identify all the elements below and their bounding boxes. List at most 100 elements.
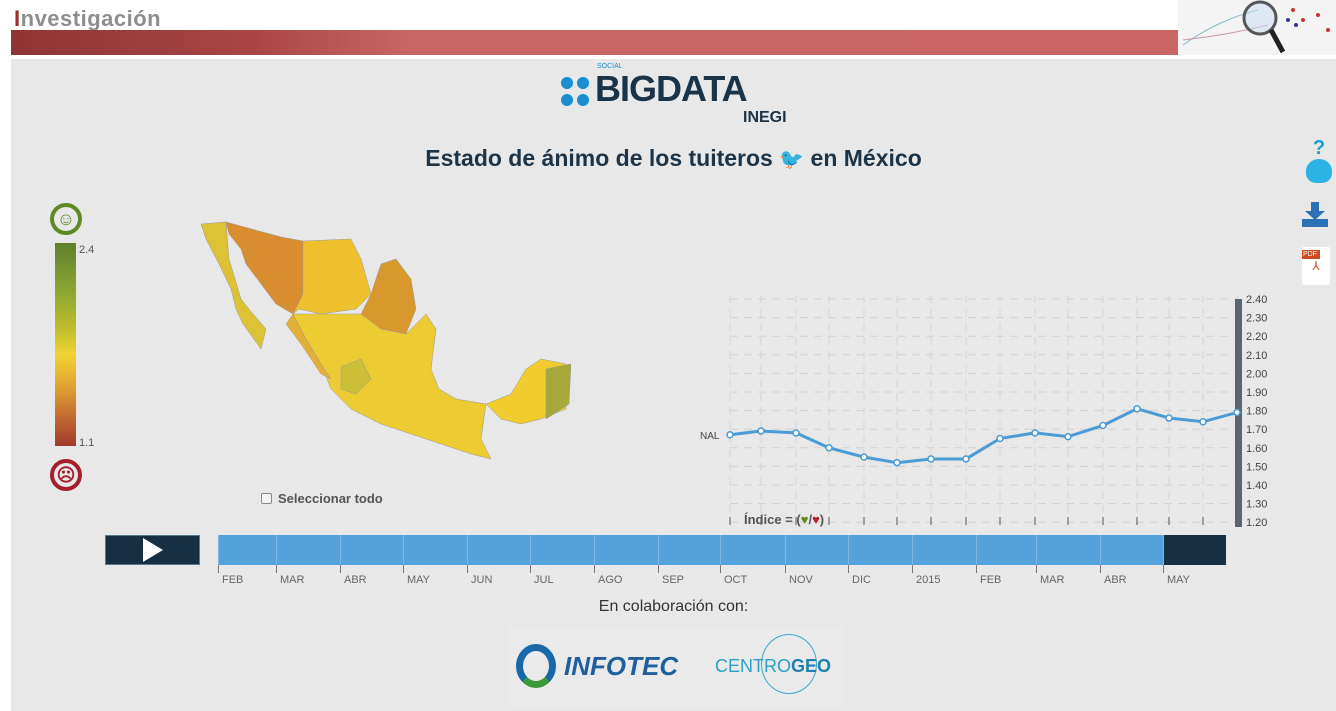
centrogeo-centro: CENTRO — [715, 656, 791, 676]
pdf-icon: PDF — [1302, 250, 1320, 259]
timeline-tick — [218, 535, 219, 571]
timeline-label[interactable]: MAR — [1040, 574, 1065, 586]
play-icon — [142, 538, 163, 562]
state-sinaloa[interactable] — [285, 313, 332, 380]
timeline-label[interactable]: FEB — [222, 574, 244, 586]
header-band — [11, 30, 1336, 55]
play-button[interactable] — [105, 535, 200, 565]
timeline-tick — [1100, 535, 1101, 571]
timeline-tick — [1163, 565, 1164, 573]
timeline-tick — [467, 565, 468, 573]
timeline-tick — [976, 535, 977, 571]
timeline-label[interactable]: JUL — [534, 574, 554, 586]
y-tick-label: 1.40 — [1246, 480, 1267, 492]
data-point — [860, 453, 868, 461]
timeline-tick — [530, 535, 531, 571]
index-formula: Índice = (♥/♥) — [744, 512, 825, 527]
timeline-tick — [1163, 535, 1164, 571]
timeline-label[interactable]: AGO — [598, 574, 623, 586]
timeline-label[interactable]: NOV — [789, 574, 813, 586]
y-tick-label: 1.70 — [1246, 424, 1267, 436]
collaboration-label: En colaboración con: — [598, 598, 749, 615]
line-chart: 2.40 2.30 2.20 2.10 2.00 1.90 1.80 1.70 1.60 1.50… — [700, 294, 1267, 529]
state-baja-california[interactable] — [200, 221, 267, 350]
data-point — [1064, 432, 1072, 441]
data-point — [1031, 429, 1039, 437]
timeline-tick — [594, 565, 595, 573]
series-line-nal — [729, 407, 1238, 465]
timeline-tick — [340, 565, 341, 573]
timeline-label[interactable]: FEB — [980, 574, 1002, 586]
logo-brand: BIGDATA — [595, 68, 748, 109]
page-title-suffix: en México — [810, 145, 922, 171]
select-all-label: Seleccionar todo — [278, 491, 383, 506]
state-jalisco[interactable] — [340, 358, 372, 395]
logo-org: INEGI — [743, 109, 787, 126]
timeline-tick — [658, 565, 659, 573]
y-tick-label: 2.10 — [1246, 350, 1267, 362]
data-point — [1199, 418, 1207, 426]
happy-face-icon: ☺ — [50, 203, 82, 235]
header-magnifier-image — [1178, 0, 1336, 55]
page-title: Estado de ánimo de los tuiteros 🐦 en Méx… — [11, 145, 1336, 172]
bigdata-logo: SOCIAL BIGDATA INEGI — [559, 63, 799, 129]
timeline-tick — [276, 565, 277, 573]
checkbox[interactable] — [261, 493, 272, 504]
mexico-map[interactable] — [181, 219, 571, 464]
timeline-tick — [403, 535, 404, 571]
data-point — [893, 458, 901, 467]
centrogeo-geo: GEO — [791, 656, 832, 676]
state-quintana-roo[interactable] — [545, 363, 571, 420]
sad-face-icon: ☹ — [50, 459, 82, 491]
timeline-label[interactable]: DIC — [852, 574, 871, 586]
timeline-label[interactable]: MAY — [1167, 574, 1191, 586]
timeline-label[interactable]: OCT — [724, 574, 748, 586]
timeline-slider[interactable]: FEB MAR ABR MAY JUN JUL AGO SEP OCT NOV DIC 2015 FEB… — [218, 535, 1226, 586]
data-point — [1233, 408, 1241, 417]
happy-bird-icon: ♥ — [800, 512, 809, 527]
section-title: Investigación — [14, 6, 162, 31]
y-tick-label: 2.30 — [1246, 313, 1267, 325]
timeline-tick — [720, 535, 721, 571]
page-title-text: Estado de ánimo de los tuiteros — [425, 145, 773, 171]
bird-mascot-icon — [1306, 159, 1332, 183]
help-button[interactable]: ? — [1301, 138, 1336, 191]
state-sonora[interactable] — [225, 221, 304, 315]
timeline-label[interactable]: MAY — [407, 574, 431, 586]
timeline-label[interactable]: ABR — [344, 574, 367, 586]
timeline-tick — [467, 535, 468, 571]
timeline-label[interactable]: ABR — [1104, 574, 1127, 586]
pdf-download-button[interactable]: PDF ⅄ — [1302, 247, 1330, 285]
social-icons — [561, 77, 589, 106]
y-tick-label: 1.30 — [1246, 499, 1267, 511]
timeline-label[interactable]: SEP — [662, 574, 685, 586]
y-tick-label: 1.20 — [1246, 517, 1267, 529]
state-chihuahua[interactable] — [292, 238, 372, 315]
y-tick-label: 1.90 — [1246, 387, 1267, 399]
timeline-tick — [1036, 535, 1037, 571]
timeline-selected-segment[interactable] — [1164, 535, 1226, 565]
data-point — [1133, 404, 1141, 413]
logo-social: SOCIAL — [597, 63, 623, 70]
infotec-logo: INFOTEC — [564, 651, 679, 681]
state-central[interactable] — [292, 313, 492, 460]
data-point — [726, 431, 734, 439]
timeline-tick — [912, 535, 913, 571]
centrogeo-globe-icon — [761, 634, 817, 694]
data-point — [825, 444, 833, 452]
data-point — [996, 434, 1004, 443]
acrobat-icon: ⅄ — [1312, 259, 1320, 273]
select-all-checkbox[interactable]: Seleccionar todo — [261, 491, 383, 506]
timeline-tick — [976, 565, 977, 573]
y-tick-label: 1.50 — [1246, 461, 1267, 473]
timeline-tick — [785, 565, 786, 573]
timeline-label[interactable]: MAR — [280, 574, 305, 586]
timeline-label[interactable]: JUN — [471, 574, 493, 586]
download-icon[interactable] — [1301, 202, 1329, 228]
main-panel: SOCIAL BIGDATA INEGI Estado de ánimo de … — [11, 59, 1336, 711]
timeline-tick — [848, 565, 849, 573]
data-point — [927, 455, 935, 463]
timeline-label[interactable]: 2015 — [916, 574, 941, 586]
legend-max: 2.4 — [79, 244, 95, 256]
sad-bird-icon: ♥ — [812, 512, 820, 527]
